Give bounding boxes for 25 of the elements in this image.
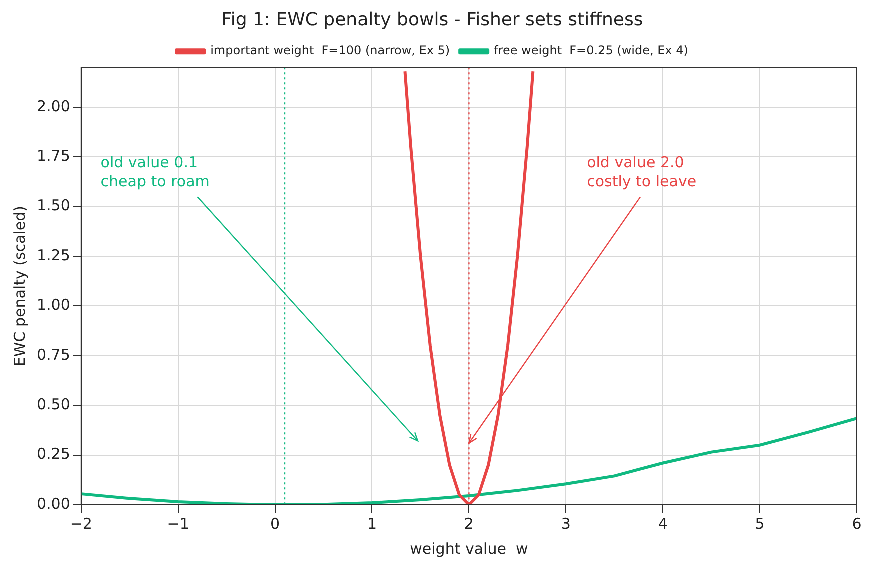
x-tick-label: 6 bbox=[852, 514, 862, 533]
y-tick-label: 1.25 bbox=[36, 246, 70, 264]
x-tick-label: −2 bbox=[70, 514, 92, 533]
annotation: old value 2.0 costly to leave bbox=[587, 154, 697, 191]
x-tick-label: 2 bbox=[464, 514, 474, 533]
y-axis-title: EWC penalty (scaled) bbox=[10, 206, 29, 367]
legend-label: important weight F=100 (narrow, Ex 5) bbox=[210, 44, 450, 58]
x-tick-label: −1 bbox=[167, 514, 190, 533]
x-tick-label: 0 bbox=[270, 514, 280, 533]
annotation: old value 0.1 cheap to roam bbox=[100, 154, 210, 191]
x-tick-label: 5 bbox=[755, 514, 765, 533]
y-tick-label: 2.00 bbox=[36, 97, 70, 116]
y-tick-label: 0.50 bbox=[36, 395, 70, 414]
y-tick-label: 0.00 bbox=[36, 494, 70, 513]
chart-title: Fig 1: EWC penalty bowls - Fisher sets stiffness bbox=[222, 9, 644, 30]
x-tick-label: 4 bbox=[658, 514, 668, 533]
x-axis-title: weight value w bbox=[410, 540, 528, 558]
y-tick-label: 1.75 bbox=[36, 146, 70, 165]
legend-label: free weight F=0.25 (wide, Ex 4) bbox=[494, 44, 688, 58]
x-tick-label: 3 bbox=[561, 514, 571, 533]
y-tick-label: 0.75 bbox=[36, 346, 70, 364]
x-tick-label: 1 bbox=[367, 514, 378, 533]
y-tick-label: 1.50 bbox=[36, 196, 70, 215]
y-tick-label: 0.25 bbox=[36, 445, 70, 464]
y-tick-label: 1.00 bbox=[36, 296, 70, 314]
